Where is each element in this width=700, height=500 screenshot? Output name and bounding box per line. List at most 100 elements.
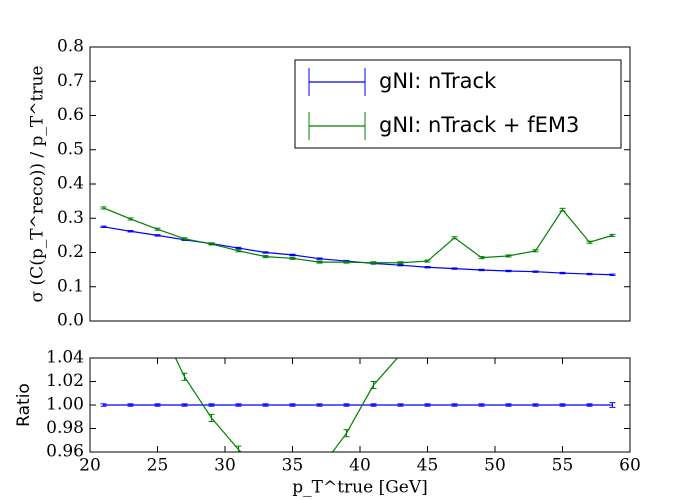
- y-tick-label: 0.8: [57, 37, 84, 57]
- y-tick-label: 0.0: [57, 311, 84, 331]
- y-tick-label: 1.02: [46, 371, 84, 391]
- error-bar: [100, 225, 107, 228]
- error-bar: [289, 253, 296, 257]
- y-tick-label: 0.7: [57, 71, 84, 91]
- error-bar: [154, 234, 161, 237]
- y-tick-label: 0.5: [57, 139, 84, 159]
- y-tick-label: 0.96: [46, 442, 84, 462]
- error-bar: [505, 254, 512, 258]
- legend-box: [294, 59, 622, 149]
- error-bar: [370, 261, 377, 265]
- x-tick-label: 60: [619, 456, 641, 476]
- error-bar: [316, 257, 323, 260]
- error-bar: [128, 241, 134, 248]
- error-bar: [397, 403, 404, 407]
- error-bar: [154, 403, 161, 407]
- error-bar: [155, 317, 161, 324]
- y-tick-label: 0.2: [57, 242, 84, 262]
- x-tick-label: 20: [79, 456, 101, 476]
- plot-area: [100, 48, 616, 479]
- y-tick-label: 0.98: [46, 418, 84, 438]
- error-bar: [208, 242, 215, 246]
- error-bar: [100, 403, 107, 407]
- error-bar: [235, 403, 242, 407]
- series-line: [174, 358, 399, 452]
- error-bar: [586, 240, 593, 244]
- error-bar: [235, 246, 242, 250]
- x-tick-label: 50: [484, 456, 506, 476]
- error-bar: [127, 230, 134, 233]
- error-bar: [235, 249, 242, 253]
- error-bar: [505, 403, 512, 407]
- error-bar: [370, 403, 377, 407]
- error-bar: [289, 403, 296, 407]
- error-bar: [559, 207, 566, 212]
- plot-area: [100, 206, 616, 276]
- axes-frame: [89, 357, 631, 453]
- error-bar: [478, 268, 485, 272]
- error-bar: [343, 403, 350, 407]
- y-tick-label: 0.3: [57, 208, 84, 228]
- y-tick-label: 1.04: [46, 348, 84, 368]
- error-bar: [478, 256, 485, 260]
- error-bar: [262, 251, 269, 254]
- error-bar: [532, 249, 539, 253]
- x-tick-label: 30: [214, 456, 236, 476]
- error-bar: [289, 256, 296, 260]
- error-bar: [343, 429, 350, 438]
- error-bar: [262, 403, 269, 407]
- x-tick-label: 25: [147, 456, 169, 476]
- error-bar: [532, 403, 539, 407]
- error-bar: [609, 233, 616, 237]
- error-bar: [451, 267, 458, 270]
- error-bar: [208, 413, 215, 422]
- error-bar: [208, 403, 215, 407]
- error-bar: [154, 227, 161, 231]
- y-axis-label: Ratio: [14, 383, 34, 427]
- y-axis-label: σ (C(p_T^reco)) / p_T^true: [28, 66, 48, 303]
- legend-label: gNI: nTrack + fEM3: [379, 113, 579, 137]
- error-bar: [559, 271, 566, 275]
- error-bar: [262, 255, 269, 259]
- error-bar: [609, 402, 616, 408]
- error-bar: [370, 381, 377, 390]
- error-bar: [609, 273, 616, 276]
- error-bar: [397, 263, 404, 267]
- error-bar: [506, 48, 512, 55]
- error-bar: [424, 403, 431, 407]
- error-bar: [181, 403, 188, 407]
- error-bar: [100, 206, 107, 210]
- error-bar: [317, 466, 323, 473]
- error-bar: [397, 261, 404, 265]
- error-bar: [586, 272, 593, 276]
- y-tick-label: 0.6: [57, 105, 84, 125]
- error-bar: [424, 259, 431, 263]
- error-bar: [586, 403, 593, 407]
- x-tick-label: 45: [417, 456, 439, 476]
- x-tick-label: 40: [349, 456, 371, 476]
- error-bar: [478, 403, 485, 407]
- error-bar: [532, 270, 539, 273]
- error-bar: [343, 260, 350, 264]
- error-bar: [397, 358, 404, 359]
- axes-frame: [89, 46, 631, 322]
- error-bar: [181, 237, 188, 241]
- x-tick-label: 35: [282, 456, 304, 476]
- x-axis-label: p_T^true [GeV]: [292, 478, 428, 498]
- error-bar: [505, 269, 512, 273]
- x-tick-label: 55: [552, 456, 574, 476]
- y-tick-label: 0.4: [57, 174, 84, 194]
- error-bar: [127, 217, 134, 221]
- y-tick-label: 1.00: [46, 395, 84, 415]
- error-bar: [451, 236, 458, 240]
- error-bar: [263, 472, 269, 479]
- error-bar: [451, 403, 458, 407]
- error-bar: [316, 403, 323, 407]
- error-bar: [559, 403, 566, 407]
- error-bar: [316, 260, 323, 264]
- error-bar: [424, 266, 431, 269]
- error-bar: [181, 372, 188, 381]
- error-bar: [101, 166, 107, 173]
